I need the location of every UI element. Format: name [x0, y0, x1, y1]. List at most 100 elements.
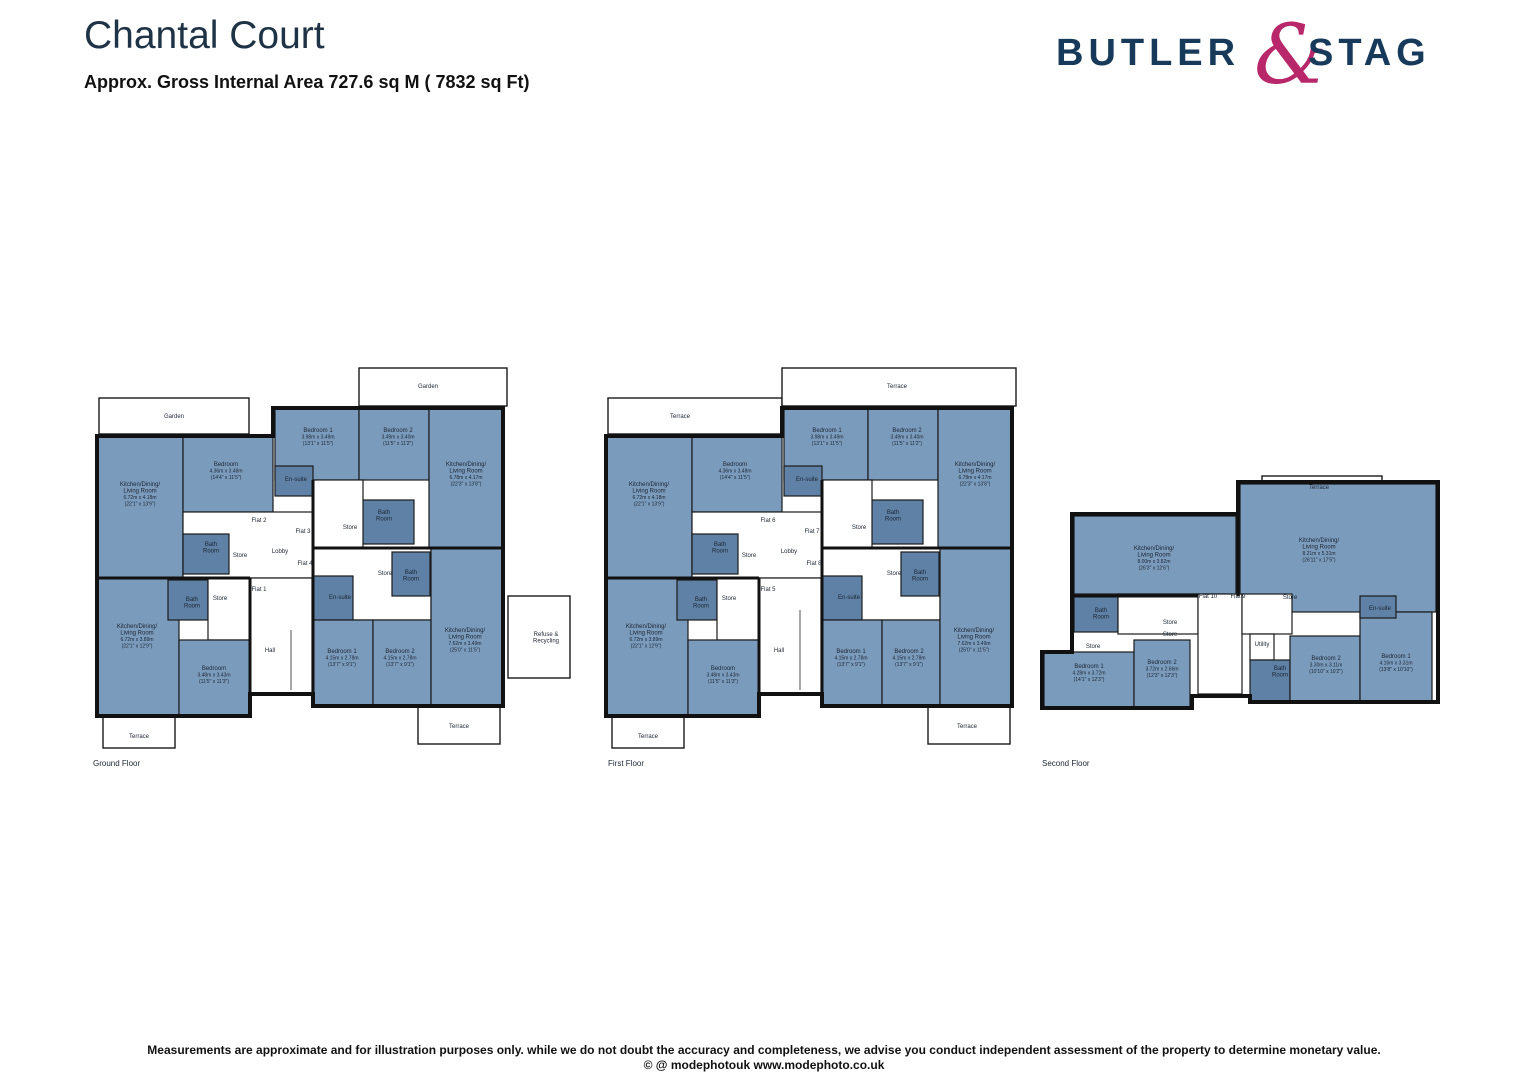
room-label-line: Bedroom 1: [812, 428, 842, 434]
room-label-line: (25'0" x 11'5"): [959, 648, 990, 654]
room-label-line: Kitchen/Dining/: [1134, 546, 1175, 552]
room-label-line: Lobby: [272, 549, 288, 555]
room-label-ground-bed2-top: Bedroom 2 3.49m x 3.40m (11'5" x 11'2"): [381, 428, 414, 447]
room-label-line: Flat 7: [804, 529, 820, 535]
room-label-line: (22'3" x 13'8"): [451, 482, 482, 488]
room-label-first-bed1-top: Bedroom 1 3.98m x 3.49m (13'1" x 11'5"): [810, 428, 843, 447]
room-label-first-terrace-tl: Terrace: [670, 414, 691, 420]
room-label-ground-store-mid: Store: [378, 571, 393, 577]
room-label-ground-bath-mid: Bath Room: [403, 570, 419, 583]
room-label-line: 7.62m x 3.49m: [957, 641, 990, 647]
room-label-first-bath-bl: Bath Room: [693, 597, 709, 610]
room-label-line: Utility: [1255, 642, 1270, 648]
room-label-line: Bath: [1095, 608, 1107, 614]
room-label-line: (13'7" x 9'1"): [837, 662, 865, 668]
room-label-line: 6.72m x 3.89m: [120, 637, 153, 643]
room-label-ground-kitchen-tl: Kitchen/Dining/Living Room 6.72m x 4.18m(…: [120, 482, 161, 508]
room-label-line: Store: [233, 553, 248, 559]
disclaimer-text: Measurements are approximate and for ill…: [147, 1043, 1381, 1057]
room-label-line: Bedroom 1: [327, 649, 357, 655]
room-label-line: Room: [885, 517, 901, 523]
bedroom-tl: [182, 435, 274, 513]
room-label-ground-flat4: Flat 4: [297, 561, 313, 567]
room-label-line: (11'5" x 11'2"): [383, 441, 413, 447]
hall-area: [249, 577, 313, 695]
room-label-second-ensuite: En-suite: [1369, 606, 1392, 612]
room-label-ground-ensuite-bot: En-suite: [329, 595, 352, 601]
room-label-line: Room: [712, 549, 728, 555]
room-label-first-terrace-bl: Terrace: [638, 734, 659, 740]
room-label-line: Living Room: [629, 631, 662, 637]
room-label-line: Flat 5: [760, 587, 776, 593]
s-bed1-r: [1359, 611, 1433, 703]
room-label-line: 4.15m x 2.78m: [892, 656, 925, 662]
room-label-line: (11'5" x 11'3"): [199, 679, 229, 685]
room-label-line: 4.16m x 3.31m: [1379, 661, 1412, 667]
room-label-ground-bed2-bot: Bedroom 2 4.15m x 2.78m (13'7" x 9'1"): [383, 649, 416, 668]
room-label-line: Bath: [714, 542, 726, 548]
room-label-line: Living Room: [1137, 553, 1170, 559]
room-label-line: Kitchen/Dining/: [629, 482, 670, 488]
room-label-second-store-d: Store: [1283, 595, 1298, 601]
room-label-line: Living Room: [1302, 545, 1335, 551]
terrace-bl: [611, 715, 685, 749]
bath-left: [182, 533, 230, 575]
room-label-first-terrace-br: Terrace: [957, 724, 978, 730]
room-label-first-bed1-bot: Bedroom 1 4.15m x 2.78m (13'7" x 9'1"): [834, 649, 867, 668]
room-label-line: 4.36m x 3.48m: [718, 469, 751, 475]
room-label-line: Living Room: [123, 489, 156, 495]
room-label-line: (12'3" x 12'3"): [1147, 673, 1178, 679]
room-label-line: Room: [1093, 615, 1109, 621]
room-label-line: En-suite: [285, 477, 308, 483]
terrace-left: [102, 715, 176, 749]
f-bed2-top: [867, 407, 939, 481]
room-label-line: Lobby: [781, 549, 797, 555]
room-label-first-bath-mid: Bath Room: [912, 570, 928, 583]
f-ensuite-top: [783, 465, 823, 497]
room-label-line: Flat 2: [251, 518, 267, 524]
f-kitchen-br: [939, 547, 1013, 707]
room-label-line: Room: [912, 577, 928, 583]
room-label-line: 4.36m x 3.48m: [209, 469, 242, 475]
room-label-line: 6.78m x 4.17m: [958, 475, 991, 481]
room-label-ground-refuse: Refuse & Recycling: [533, 632, 559, 645]
refuse-recycling: [507, 595, 571, 679]
room-label-line: En-suite: [1369, 606, 1392, 612]
room-label-ground-lobby: Lobby: [272, 549, 288, 555]
f-bath-left: [691, 533, 739, 575]
s-landing-r: [1241, 593, 1293, 635]
room-label-first-flat8: Flat 8: [806, 561, 822, 567]
room-label-line: (26'3" x 12'6"): [1139, 566, 1170, 572]
room-label-first-flat6: Flat 6: [760, 518, 776, 524]
room-label-line: Kitchen/Dining/: [954, 628, 995, 634]
garden-right: [358, 367, 508, 407]
room-label-line: (10'10" x 10'2"): [1309, 669, 1343, 675]
room-label-line: Hall: [774, 648, 784, 654]
room-label-line: (22'1" x 12'9"): [631, 644, 662, 650]
second-floor-plan: [1040, 475, 1440, 710]
room-label-line: Bedroom 2: [892, 428, 922, 434]
logo-right-word: STAG: [1308, 32, 1431, 74]
room-label-ground-bath-left: Bath Room: [203, 542, 219, 555]
room-label-line: Kitchen/Dining/: [117, 624, 158, 630]
room-label-line: Living Room: [958, 469, 991, 475]
room-label-first-store-left: Store: [742, 553, 757, 559]
ground-floor-label: Ground Floor: [93, 759, 140, 768]
bath-mid: [391, 551, 431, 597]
room-label-line: Bath: [405, 570, 417, 576]
room-label-line: Terrace: [670, 414, 691, 420]
room-label-line: Room: [403, 577, 419, 583]
room-label-line: Kitchen/Dining/: [626, 624, 667, 630]
room-label-line: Flat 4: [297, 561, 313, 567]
room-label-first-lobby: Lobby: [781, 549, 797, 555]
room-label-ground-store-left: Store: [233, 553, 248, 559]
room-label-first-store-top: Store: [852, 525, 867, 531]
room-label-line: 3.48m x 3.43m: [706, 673, 739, 679]
room-label-line: Flat 6: [760, 518, 776, 524]
room-label-line: 6.72m x 3.89m: [629, 637, 662, 643]
f-store-bl-area: [716, 577, 760, 641]
room-label-line: Bath: [887, 510, 899, 516]
room-label-first-store-bl: Store: [722, 596, 737, 602]
room-label-line: Store: [213, 596, 228, 602]
room-label-line: (26'11" x 17'5"): [1302, 558, 1335, 564]
